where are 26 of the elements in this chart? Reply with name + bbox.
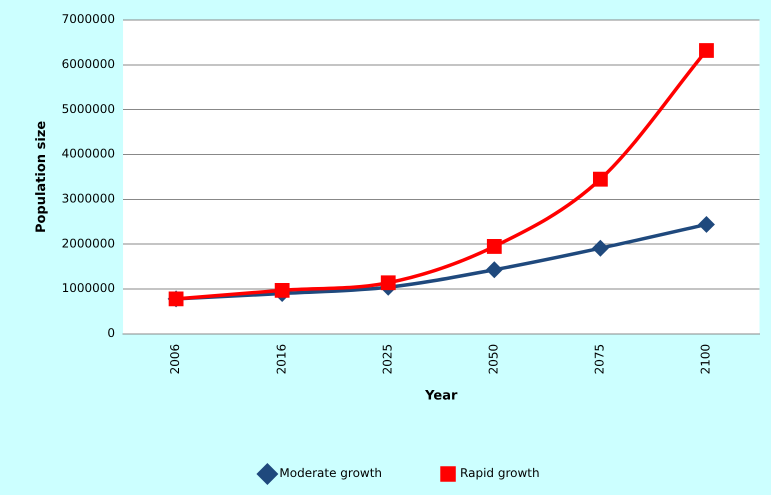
point [486, 239, 502, 254]
point [698, 216, 714, 232]
legend-label: Rapid growth [460, 466, 540, 480]
y-tick-label: 3000000 [62, 191, 116, 206]
y-tick-label: 0 [107, 326, 116, 340]
y-tick-label: 7000000 [62, 12, 116, 26]
y-tick-label: 5000000 [62, 102, 116, 116]
y-tick-label: 1000000 [62, 281, 116, 296]
x-tick-label: 2075 [592, 344, 607, 374]
point [274, 282, 290, 298]
x-tick-label: 2006 [168, 344, 182, 374]
point [380, 275, 396, 290]
y-tick-label: 2000000 [62, 236, 116, 250]
x-tick-label: 2025 [380, 344, 394, 374]
legend-label: Moderate growth [279, 466, 382, 480]
point [592, 172, 608, 187]
y-tick-label: 4000000 [62, 146, 116, 161]
x-tick-label: 2100 [698, 344, 713, 374]
point [592, 240, 608, 256]
x-tick-label: 2050 [486, 344, 500, 374]
y-tick-label: 6000000 [62, 56, 116, 71]
point [486, 262, 502, 278]
y-axis-title: Population size [34, 120, 50, 234]
x-tick-label: 2016 [274, 344, 288, 374]
x-axis-title: Year [424, 388, 458, 404]
point [699, 43, 714, 58]
